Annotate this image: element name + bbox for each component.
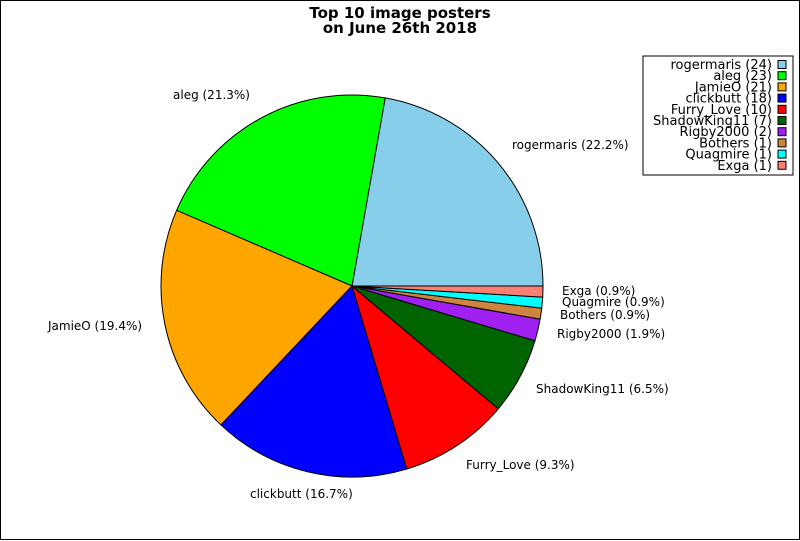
legend-label-quagmire: Quagmire (1) xyxy=(685,148,772,163)
slice-label-aleg: aleg (21.3%) xyxy=(173,88,250,102)
legend-label-jamieo: JamieO (21) xyxy=(694,80,772,95)
pie-slice-exga xyxy=(351,285,544,298)
pie-slice-labels: rogermaris (22.2%) aleg (21.3%) JamieO (19… xyxy=(47,88,669,501)
legend-swatch-aleg xyxy=(777,71,787,81)
legend-swatch-rogermaris xyxy=(777,60,787,69)
pie-slice-aleg xyxy=(175,94,386,287)
legend-label-aleg: aleg (23) xyxy=(713,69,772,84)
legend-swatch-shadowking11 xyxy=(777,116,787,125)
legend-swatch-exga xyxy=(777,160,787,170)
slice-label-jamieo: JamieO (19.4%) xyxy=(47,319,142,333)
legend-label-shadowking11: ShadowKing11 (7) xyxy=(653,114,772,129)
chart-title-line-1: Top 10 image posters xyxy=(309,4,490,22)
legend-swatch-rigby2000 xyxy=(777,127,787,137)
legend-label-clickbutt: clickbutt (18) xyxy=(685,92,772,107)
slice-label-exga: Exga (0.9%) xyxy=(562,284,635,298)
pie-slice-clickbutt xyxy=(220,285,408,478)
slice-label-furry-love: Furry_Love (9.3%) xyxy=(466,458,575,472)
legend-swatch-quagmire xyxy=(777,149,787,159)
pie-slices xyxy=(160,94,544,478)
slice-label-bothers: Bothers (0.9%) xyxy=(560,308,650,322)
slice-label-quagmire: Quagmire (0.9%) xyxy=(562,295,665,309)
chart-title-line-2: on June 26th 2018 xyxy=(323,19,477,37)
legend-label-rigby2000: Rigby2000 (2) xyxy=(680,125,772,140)
slice-label-rigby2000: Rigby2000 (1.9%) xyxy=(557,327,665,341)
slice-label-clickbutt: clickbutt (16.7%) xyxy=(250,487,353,501)
legend-label-rogermaris: rogermaris (24) xyxy=(670,58,772,73)
legend-label-bothers: Bothers (1) xyxy=(699,136,772,151)
pie-slice-jamieo xyxy=(160,209,353,426)
legend-label-exga: Exga (1) xyxy=(717,159,772,174)
legend-box xyxy=(642,55,794,176)
slice-label-shadowking11: ShadowKing11 (6.5%) xyxy=(536,382,669,396)
legend-swatch-furry-love xyxy=(777,104,787,114)
legend-label-furry-love: Furry_Love (10) xyxy=(671,103,772,118)
legend-swatch-bothers xyxy=(777,138,787,148)
pie-slice-furry-love xyxy=(351,284,500,470)
legend-swatch-jamieo xyxy=(777,82,787,92)
pie-slice-rogermaris xyxy=(351,97,544,287)
legend-swatch-clickbutt xyxy=(777,93,787,103)
slice-label-rogermaris: rogermaris (22.2%) xyxy=(512,138,629,152)
legend: rogermaris (24)aleg (23)JamieO (21)click… xyxy=(642,55,794,176)
